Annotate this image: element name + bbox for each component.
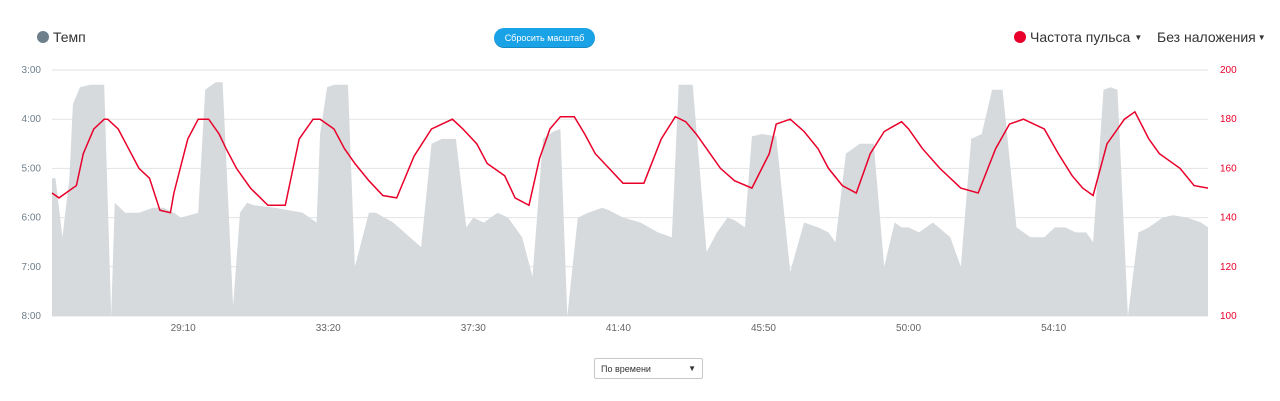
caret-down-icon: ▼ bbox=[688, 364, 696, 373]
x-axis-mode-value: По времени bbox=[601, 363, 651, 374]
x-tick-label: 29:10 bbox=[171, 323, 196, 334]
x-tick-label: 41:40 bbox=[606, 323, 631, 334]
legend-heart-rate-label: Частота пульса bbox=[1030, 29, 1131, 45]
right-tick-label: 140 bbox=[1220, 213, 1237, 224]
left-tick-label: 3:00 bbox=[22, 65, 42, 76]
right-tick-label: 120 bbox=[1220, 262, 1237, 273]
pace-area-series bbox=[52, 82, 1208, 316]
right-axis: 200 180 160 140 120 100 bbox=[1220, 65, 1237, 322]
caret-down-icon: ▼ bbox=[1257, 32, 1266, 42]
right-tick-label: 160 bbox=[1220, 163, 1237, 174]
left-tick-label: 5:00 bbox=[22, 163, 42, 174]
x-tick-label: 33:20 bbox=[316, 323, 341, 334]
left-tick-label: 7:00 bbox=[22, 262, 42, 273]
heart-rate-series-dot bbox=[1014, 31, 1026, 43]
legend-pace[interactable]: Темп bbox=[37, 29, 86, 45]
pace-series-dot bbox=[37, 31, 49, 43]
x-tick-label: 45:50 bbox=[751, 323, 776, 334]
left-axis: 3:00 4:00 5:00 6:00 7:00 8:00 bbox=[22, 65, 42, 322]
right-tick-label: 200 bbox=[1220, 65, 1237, 76]
legend-heart-rate[interactable]: Частота пульса ▼ bbox=[1014, 29, 1142, 45]
x-axis-mode-select[interactable]: По времени ▼ bbox=[594, 358, 703, 379]
overlay-selector[interactable]: Без наложения ▼ bbox=[1157, 29, 1266, 45]
heart-rate-line-series bbox=[51, 110, 1209, 214]
caret-down-icon: ▼ bbox=[1134, 32, 1143, 42]
reset-zoom-button[interactable]: Сбросить масштаб bbox=[494, 28, 595, 48]
right-tick-label: 180 bbox=[1220, 114, 1237, 125]
overlay-label: Без наложения bbox=[1157, 29, 1256, 45]
left-tick-label: 6:00 bbox=[22, 213, 42, 224]
right-tick-label: 100 bbox=[1220, 311, 1237, 322]
left-tick-label: 4:00 bbox=[22, 114, 42, 125]
x-tick-label: 54:10 bbox=[1041, 323, 1066, 334]
x-tick-label: 50:00 bbox=[896, 323, 921, 334]
left-tick-label: 8:00 bbox=[22, 311, 42, 322]
x-axis: 29:10 33:20 37:30 41:40 45:50 50:00 54:10 bbox=[171, 323, 1067, 334]
x-tick-label: 37:30 bbox=[461, 323, 486, 334]
legend-pace-label: Темп bbox=[53, 29, 86, 45]
